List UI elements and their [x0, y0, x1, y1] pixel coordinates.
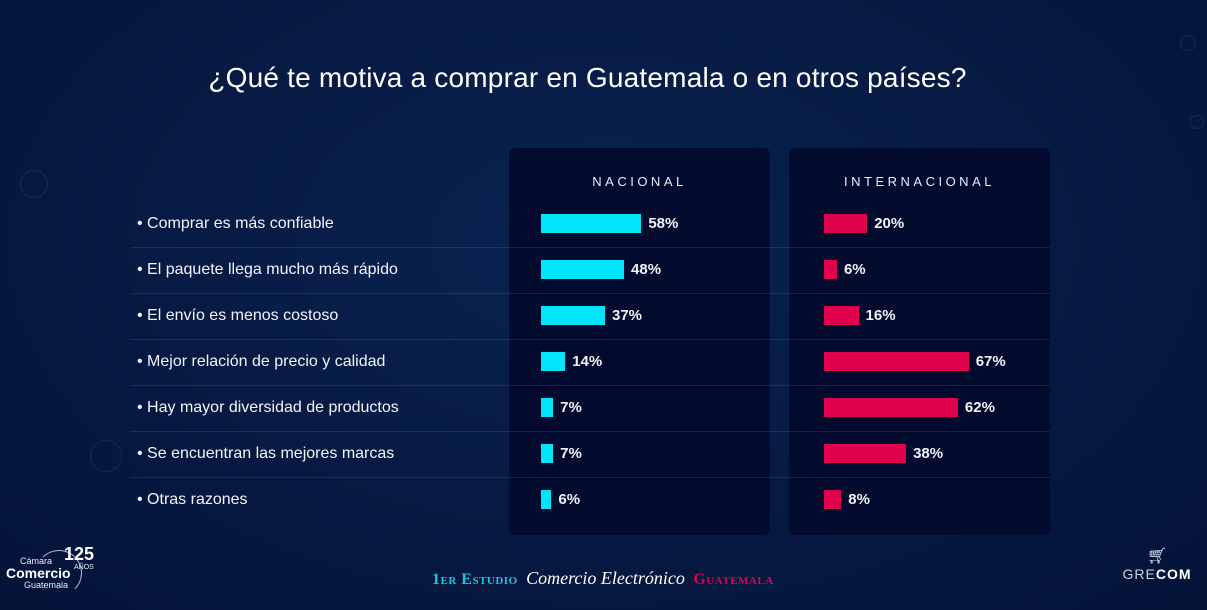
category-label: • Hay mayor diversidad de productos [137, 399, 399, 416]
nacional-value-label: 48% [631, 261, 662, 278]
nacional-value-label: 7% [560, 399, 582, 416]
logo-years: 125 [64, 544, 95, 564]
nacional-bar [541, 398, 554, 417]
row-divider [130, 247, 1050, 248]
category-label: • Se encuentran las mejores marcas [137, 445, 395, 462]
internacional-header: INTERNACIONAL [844, 174, 995, 189]
nacional-bar [541, 444, 554, 463]
logo-years-label: AÑOS [74, 564, 94, 571]
internacional-panel: INTERNACIONAL [789, 148, 1050, 535]
internacional-bar [824, 214, 868, 233]
logo-line1: Cámara [20, 556, 53, 566]
internacional-value-label: 38% [913, 445, 944, 462]
row-divider [130, 431, 1050, 432]
row-divider [130, 293, 1050, 294]
logo-line3: Guatemala [24, 580, 69, 590]
nacional-value-label: 14% [572, 353, 603, 370]
page-title: ¿Qué te motiva a comprar en Guatemala o … [208, 62, 967, 93]
internacional-bar [824, 260, 837, 279]
footer-study-topic: Comercio Electrónico [526, 568, 685, 588]
background-decoration [1190, 115, 1204, 129]
internacional-value-label: 8% [848, 491, 870, 508]
study-footer: 1er Estudio Comercio Electrónico Guatema… [432, 568, 774, 589]
internacional-value-label: 67% [975, 353, 1006, 370]
grecom-wordmark: GRECOM [1122, 566, 1192, 582]
nacional-value-label: 7% [560, 445, 582, 462]
footer-study-country: Guatemala [693, 571, 774, 588]
background-decoration [90, 440, 122, 472]
grecom-text-light: GRE [1122, 566, 1156, 582]
nacional-bar [541, 260, 625, 279]
internacional-bar [824, 398, 958, 417]
internacional-bar [824, 306, 859, 325]
grecom-text-bold: COM [1155, 566, 1192, 582]
row-divider [130, 477, 1050, 478]
internacional-bar [824, 352, 969, 371]
background-decoration [1180, 35, 1196, 51]
internacional-bar [824, 490, 842, 509]
internacional-value-label: 20% [874, 215, 905, 232]
grecom-logo: 🛒︎ GRECOM [1122, 548, 1192, 592]
nacional-value-label: 58% [648, 215, 679, 232]
category-label: • Otras razones [137, 491, 248, 508]
logo-line2: Comercio [6, 565, 71, 581]
category-label: • El paquete llega mucho más rápido [137, 261, 398, 278]
footer-study-label: 1er Estudio [432, 571, 518, 588]
category-label: • El envío es menos costoso [137, 307, 339, 324]
internacional-value-label: 16% [865, 307, 896, 324]
row-divider [130, 385, 1050, 386]
row-divider [130, 339, 1050, 340]
nacional-header: NACIONAL [592, 174, 687, 189]
internacional-value-label: 62% [964, 399, 995, 416]
nacional-value-label: 6% [558, 491, 581, 508]
nacional-bar [541, 352, 566, 371]
nacional-bar [541, 490, 552, 509]
background-decoration [20, 170, 48, 198]
nacional-value-label: 37% [612, 307, 643, 324]
shopping-cart-icon: 🛒︎ [1146, 548, 1168, 565]
category-label: • Mejor relación de precio y calidad [137, 353, 386, 370]
category-label: • Comprar es más confiable [137, 215, 334, 232]
nacional-bar [541, 306, 605, 325]
nacional-panel: NACIONAL [509, 148, 770, 535]
internacional-bar [824, 444, 907, 463]
logo-arc-icon [36, 550, 82, 596]
nacional-bar [541, 214, 642, 233]
camara-comercio-logo: Cámara Comercio Guatemala 125 AÑOS [6, 544, 96, 596]
internacional-value-label: 6% [843, 261, 866, 278]
